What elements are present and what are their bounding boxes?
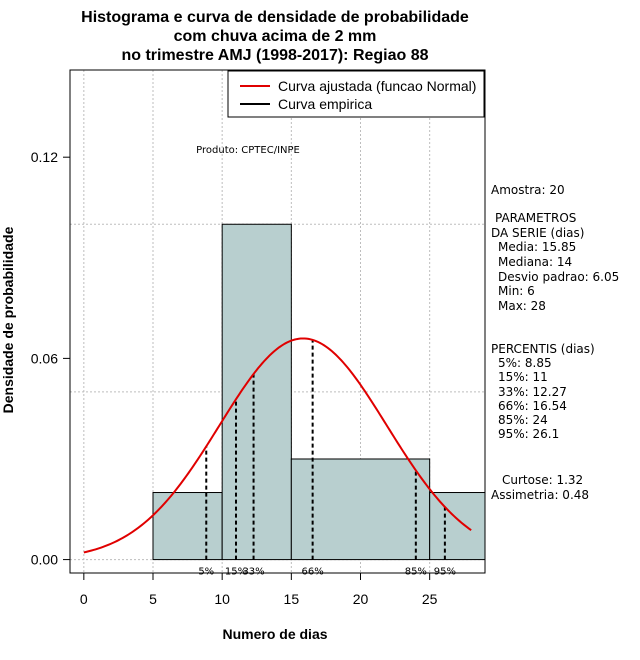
percentile-15: 15%: 11 <box>498 370 548 384</box>
stats-panel: Amostra: 20 PARAMETROS DA SERIE (dias) M… <box>491 183 619 502</box>
percentile-label-4: 85% <box>405 567 427 578</box>
percentile-95: 95%: 26.1 <box>498 427 559 441</box>
x-axis: 0 5 10 15 20 25 <box>80 572 438 607</box>
percentile-85: 85%: 24 <box>498 413 548 427</box>
x-tick-label-2: 10 <box>214 591 230 607</box>
x-tick-label-3: 15 <box>284 591 300 607</box>
histogram-bar-3 <box>429 492 486 561</box>
product-label: Produto: CPTEC/INPE <box>196 145 300 156</box>
param-stddev: Desvio padrao: 6.05 <box>498 270 619 284</box>
percentile-lines: 5% 15%33% 66% 85% 95% <box>198 339 456 578</box>
normal-curve-layer <box>83 337 472 554</box>
legend: Curva ajustada (funcao Normal) Curva emp… <box>227 70 485 118</box>
chart-title-line-1: Histograma e curva de densidade de proba… <box>81 9 469 26</box>
normal-curve <box>83 337 472 554</box>
percentile-33: 33%: 12.27 <box>498 385 567 399</box>
x-tick-label-1: 5 <box>149 591 157 607</box>
param-mean: Media: 15.85 <box>498 240 576 254</box>
sample-size: Amostra: 20 <box>491 183 565 197</box>
chart-title-line-3: no trimestre AMJ (1998-2017): Regiao 88 <box>121 47 428 64</box>
legend-label-normal: Curva ajustada (funcao Normal) <box>278 78 476 94</box>
histogram-bar-1 <box>221 223 292 561</box>
params-subtitle: DA SERIE (dias) <box>491 226 584 240</box>
x-axis-label: Numero de dias <box>222 626 327 642</box>
y-axis: 0.00 0.06 0.12 <box>31 149 71 568</box>
y-tick-label-2: 0.12 <box>31 149 58 165</box>
percentile-label-1: 15% <box>225 567 247 578</box>
histogram-bar-0 <box>152 492 223 561</box>
chart-title-line-2: com chuva acima de 2 mm <box>174 28 377 45</box>
x-tick-label-5: 25 <box>422 591 438 607</box>
histogram-bar-2 <box>290 458 431 561</box>
y-axis-label: Densidade de probabilidade <box>0 226 16 413</box>
percentile-label-2: 33% <box>242 567 264 578</box>
skewness: Assimetria: 0.48 <box>491 488 589 502</box>
legend-label-empirical: Curva empirica <box>278 96 372 112</box>
y-tick-label-1: 0.06 <box>31 350 58 366</box>
percentile-66: 66%: 16.54 <box>498 399 567 413</box>
y-tick-label-0: 0.00 <box>31 552 58 568</box>
legend-box <box>227 70 485 118</box>
percentile-label-0: 5% <box>198 567 214 578</box>
param-median: Mediana: 14 <box>498 255 572 269</box>
percentile-label-5: 95% <box>434 567 456 578</box>
percentiles-title: PERCENTIS (dias) <box>491 342 595 356</box>
params-title: PARAMETROS <box>495 211 576 225</box>
param-max: Max: 28 <box>498 299 546 313</box>
kurtosis: Curtose: 1.32 <box>502 473 583 487</box>
percentile-label-3: 66% <box>302 567 324 578</box>
x-tick-label-0: 0 <box>80 591 88 607</box>
x-tick-label-4: 20 <box>353 591 369 607</box>
histogram-bars <box>152 223 486 561</box>
percentile-5: 5%: 8.85 <box>498 356 552 370</box>
param-min: Min: 6 <box>498 284 535 298</box>
